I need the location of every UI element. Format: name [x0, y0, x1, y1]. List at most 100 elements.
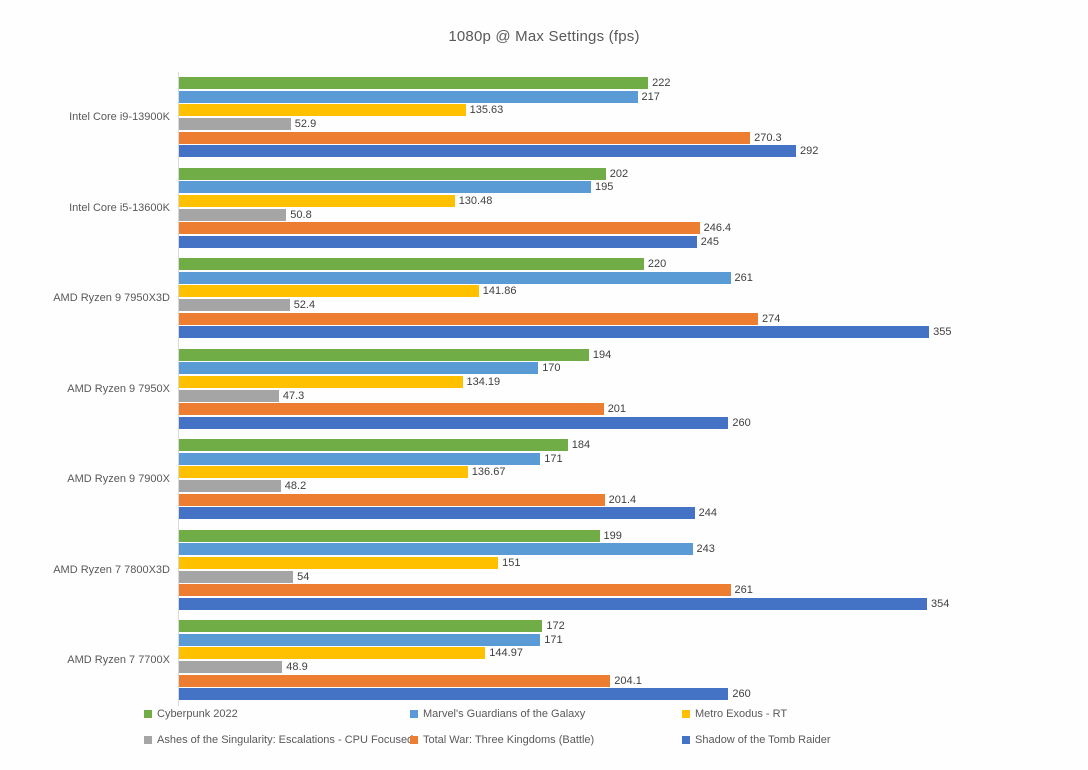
bar-value-label: 260 — [732, 688, 751, 701]
plot-area: Intel Core i9-13900K 222 217 135.63 52.9 270.… — [53, 72, 1041, 706]
bar-value-label: 222 — [652, 77, 671, 90]
bar — [179, 375, 463, 388]
bar — [179, 145, 796, 158]
bar-value-label: 136.67 — [471, 466, 506, 479]
bar — [179, 620, 543, 633]
bar-row: 260 — [179, 416, 1041, 429]
bar-row: 292 — [179, 145, 1041, 158]
bar — [179, 208, 287, 221]
bar-row: 355 — [179, 326, 1041, 339]
bar — [179, 235, 697, 248]
bar-row: 141.86 — [179, 285, 1041, 298]
legend-label: Ashes of the Singularity: Escalations - … — [157, 734, 414, 746]
bar-row: 48.9 — [179, 661, 1041, 674]
bar — [179, 299, 290, 312]
bar-value-label: 201 — [607, 403, 627, 416]
category-label: Intel Core i5-13600K — [69, 201, 170, 214]
bar-row: 204.1 — [179, 674, 1041, 687]
bar-value-label: 202 — [609, 167, 629, 180]
bar-value-label: 52.4 — [293, 299, 316, 312]
legend-swatch — [682, 736, 690, 744]
bar-value-label: 47.3 — [282, 389, 305, 402]
bar-row: 202 — [179, 167, 1041, 180]
group-row: AMD Ryzen 9 7950X 194 170 134.19 47.3 201 260 — [67, 344, 1041, 435]
bar-row: 261 — [179, 584, 1041, 597]
bar-row: 199 — [179, 529, 1041, 542]
bar-value-label: 201.4 — [608, 493, 637, 506]
bar-value-label: 171 — [544, 633, 563, 646]
bar-value-label: 220 — [647, 258, 667, 271]
bar-value-label: 130.48 — [458, 194, 493, 207]
bar-row: 274 — [179, 312, 1041, 325]
bar — [179, 403, 604, 416]
bar-row: 172 — [179, 620, 1041, 633]
bar — [179, 285, 479, 298]
bar-row: 222 — [179, 77, 1041, 90]
category-label: AMD Ryzen 9 7950X3D — [53, 292, 170, 305]
bar-value-label: 246.4 — [703, 222, 732, 235]
bar — [179, 258, 644, 271]
bar-value-label: 50.8 — [290, 208, 312, 221]
legend-item: Metro Exodus - RT — [682, 708, 787, 720]
bar — [179, 90, 638, 103]
bar — [179, 507, 695, 520]
bar — [179, 661, 283, 674]
bar-value-label: 54 — [297, 570, 310, 583]
bar — [179, 326, 930, 339]
bar — [179, 570, 294, 583]
legend-swatch — [144, 736, 152, 744]
bar — [179, 556, 499, 569]
legend-swatch — [144, 710, 152, 718]
category-label: AMD Ryzen 7 7700X — [67, 654, 170, 667]
bar — [179, 466, 468, 479]
bar-value-label: 260 — [732, 416, 751, 429]
bar-row: 50.8 — [179, 208, 1041, 221]
legend-item: Ashes of the Singularity: Escalations - … — [144, 734, 413, 746]
bar-value-label: 52.9 — [294, 118, 317, 131]
bar-row: 243 — [179, 543, 1041, 556]
bar-row: 201 — [179, 403, 1041, 416]
bar-row: 246.4 — [179, 222, 1041, 235]
bar-value-label: 171 — [544, 452, 563, 465]
bar-row: 261 — [179, 271, 1041, 284]
group-row: AMD Ryzen 7 7800X3D 199 243 151 54 261 354 — [53, 525, 1041, 616]
bar — [179, 480, 281, 493]
bar-row: 134.19 — [179, 375, 1041, 388]
bar — [179, 222, 700, 235]
legend-item: Marvel's Guardians of the Galaxy — [410, 708, 585, 720]
bar-value-label: 354 — [931, 597, 950, 610]
bar-value-label: 217 — [641, 90, 660, 103]
bar-groups: Intel Core i9-13900K 222 217 135.63 52.9 270.… — [53, 72, 1041, 706]
bar-row: 48.2 — [179, 480, 1041, 493]
bar-value-label: 172 — [546, 620, 565, 633]
bar-row: 354 — [179, 597, 1041, 610]
bar-value-label: 204.1 — [614, 674, 642, 687]
group-row: Intel Core i9-13900K 222 217 135.63 52.9 270.… — [69, 72, 1041, 163]
bar — [179, 389, 279, 402]
bar — [179, 633, 541, 646]
bar — [179, 597, 927, 610]
bar — [179, 118, 291, 131]
category-label: Intel Core i9-13900K — [69, 111, 170, 124]
bar-row: 52.4 — [179, 299, 1041, 312]
bar-row: 245 — [179, 235, 1041, 248]
legend-label: Cyberpunk 2022 — [157, 708, 238, 720]
bar-row: 136.67 — [179, 466, 1041, 479]
bar-value-label: 261 — [734, 584, 753, 597]
bar-value-label: 270.3 — [754, 131, 782, 144]
bar — [179, 584, 731, 597]
bar-value-label: 144.97 — [489, 647, 523, 660]
bar-row: 135.63 — [179, 104, 1041, 117]
bar — [179, 529, 600, 542]
legend-label: Total War: Three Kingdoms (Battle) — [423, 734, 595, 746]
bar — [179, 131, 751, 144]
bar-value-label: 244 — [698, 507, 717, 520]
bar-value-label: 355 — [933, 326, 952, 339]
bar-row: 151 — [179, 556, 1041, 569]
bar-value-label: 48.9 — [286, 661, 308, 674]
bar-value-label: 48.2 — [284, 480, 307, 493]
bar-row: 217 — [179, 90, 1041, 103]
bar-value-label: 243 — [696, 543, 715, 556]
bar-row: 52.9 — [179, 118, 1041, 131]
